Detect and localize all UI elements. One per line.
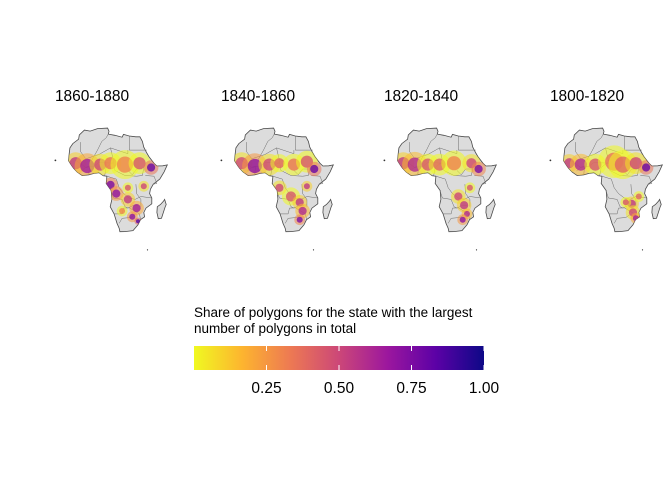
state-polygon-layer xyxy=(68,150,159,225)
legend-title: Share of polygons for the state with the… xyxy=(194,305,494,337)
cape-verde-islands xyxy=(383,159,386,162)
state-polygon xyxy=(459,216,466,223)
legend-title-line: number of polygons in total xyxy=(194,321,357,336)
state-polygon xyxy=(274,158,285,169)
state-polygon xyxy=(296,216,303,223)
state-polygon-layer xyxy=(234,150,322,226)
state-polygon xyxy=(310,164,319,174)
madagascar-landmass xyxy=(322,198,333,220)
state-polygon xyxy=(454,192,463,201)
color-legend-bar xyxy=(194,346,484,370)
state-polygon xyxy=(129,213,136,220)
state-polygon xyxy=(123,195,132,204)
panel-title: 1860-1880 xyxy=(54,88,130,105)
state-polygon xyxy=(112,189,121,198)
prince-edward-islands xyxy=(475,249,478,251)
state-polygon xyxy=(275,183,284,192)
madagascar-landmass xyxy=(485,198,496,220)
state-polygon xyxy=(247,158,262,174)
madagascar-landmass xyxy=(651,198,662,220)
africa-landmass xyxy=(563,127,663,233)
state-polygon xyxy=(119,208,126,214)
panel-title: 1800-1820 xyxy=(549,88,625,105)
state-polygon xyxy=(303,183,310,190)
legend-tick-label: 0.50 xyxy=(323,380,355,397)
state-polygon xyxy=(446,156,462,171)
cape-verde-islands xyxy=(54,159,57,162)
state-polygon xyxy=(147,163,156,172)
state-polygon xyxy=(622,199,629,206)
state-polygon xyxy=(460,201,469,210)
panel-title: 1840-1860 xyxy=(220,88,296,105)
legend-tick-label: 0.25 xyxy=(251,380,282,397)
state-polygon-layer xyxy=(563,145,654,224)
cape-verde-islands xyxy=(220,159,223,162)
state-polygon xyxy=(474,164,483,174)
map-panel: 1840-1860 xyxy=(178,82,338,282)
state-polygon xyxy=(635,193,642,200)
africa-map xyxy=(220,127,334,251)
state-polygon xyxy=(124,184,131,191)
state-polygon xyxy=(574,158,587,171)
state-polygon xyxy=(642,163,651,172)
map-panel: 1860-1880 xyxy=(12,82,172,282)
map-panel: 1820-1840 xyxy=(341,82,501,282)
africa-landmass xyxy=(234,127,334,233)
africa-landmass xyxy=(397,127,497,233)
state-polygon xyxy=(140,183,147,190)
map-panel: 1800-1820 xyxy=(507,82,667,282)
prince-edward-islands xyxy=(146,249,149,251)
state-polygon xyxy=(132,204,141,213)
legend-title-line: Share of polygons for the state with the… xyxy=(194,305,473,320)
state-polygon xyxy=(133,157,146,170)
state-polygon xyxy=(298,206,307,216)
legend-tick-label: 1.00 xyxy=(468,380,500,397)
africa-map xyxy=(383,127,497,251)
africa-map xyxy=(54,127,168,251)
madagascar-landmass xyxy=(156,198,167,220)
africa-landmass xyxy=(68,127,168,233)
state-polygon xyxy=(466,184,473,191)
state-polygon-layer xyxy=(397,150,486,226)
panel-title: 1820-1840 xyxy=(383,88,459,105)
state-polygon xyxy=(136,219,140,224)
prince-edward-islands xyxy=(641,249,644,251)
cape-verde-islands xyxy=(549,159,552,162)
prince-edward-islands xyxy=(312,249,315,251)
africa-map xyxy=(549,127,663,251)
legend-tick-label: 0.75 xyxy=(396,380,427,397)
